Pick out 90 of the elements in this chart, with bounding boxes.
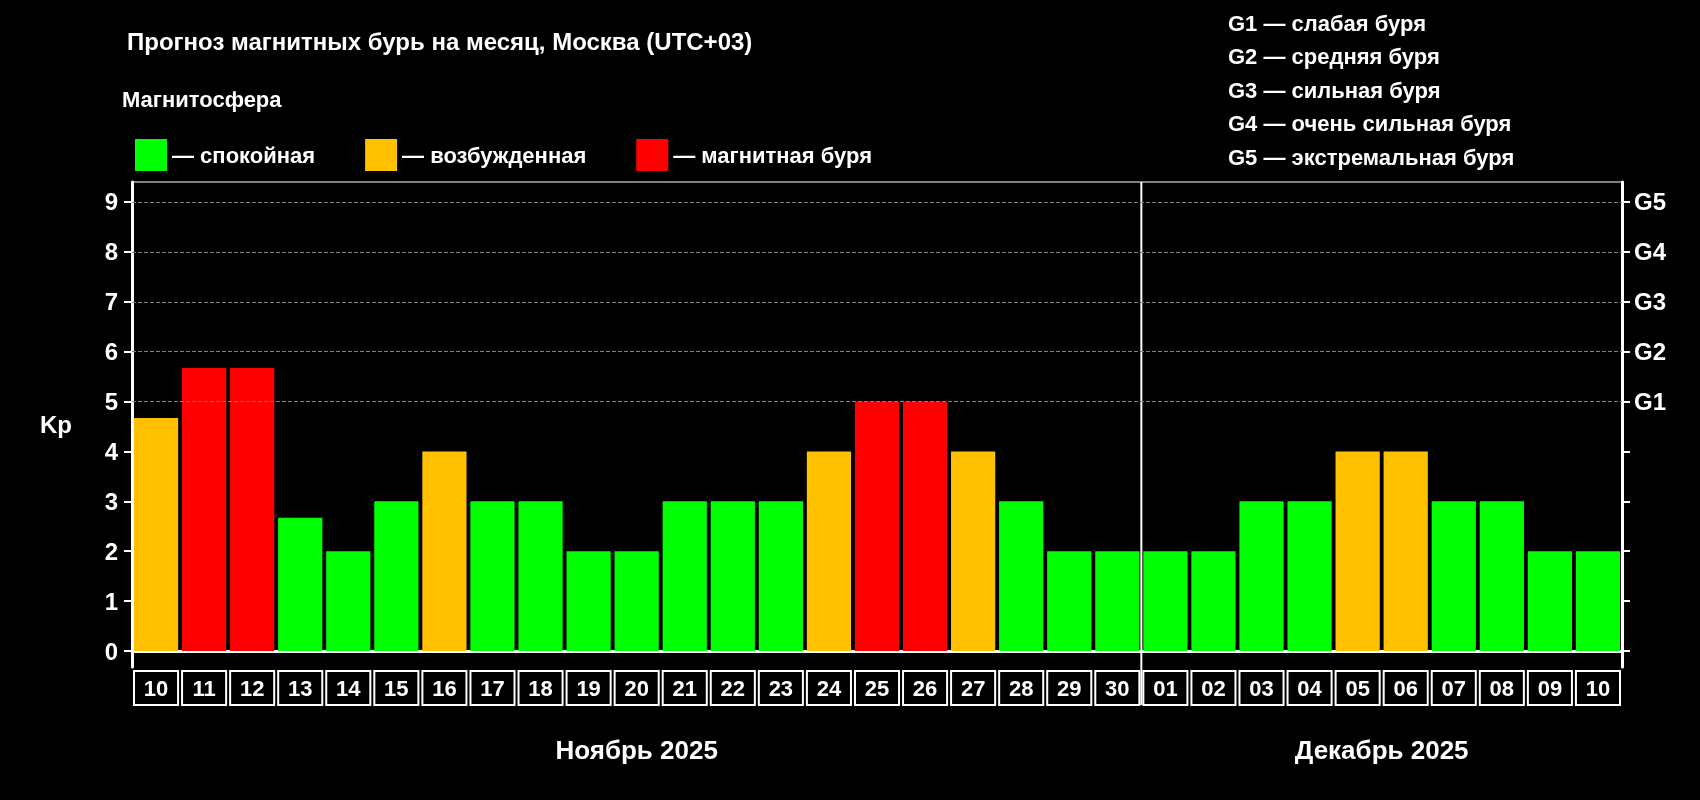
y-axis-title: Kp bbox=[40, 411, 72, 438]
bar bbox=[470, 501, 515, 652]
bar bbox=[1335, 451, 1380, 652]
bar bbox=[614, 551, 659, 652]
legend-label: — магнитная буря bbox=[673, 142, 873, 168]
legend-label: — спокойная bbox=[172, 142, 316, 168]
x-tick-label: 09 bbox=[1537, 675, 1563, 701]
ref-line-label: G5 bbox=[1634, 188, 1667, 216]
x-tick-label: 05 bbox=[1345, 675, 1370, 701]
x-tick-label: 28 bbox=[1008, 675, 1034, 701]
bar bbox=[1239, 501, 1284, 652]
y-tick-label: 6 bbox=[104, 338, 118, 366]
bar bbox=[133, 418, 179, 652]
y-tick-label: 8 bbox=[104, 238, 118, 266]
y-tick-label: 2 bbox=[104, 537, 118, 565]
x-tick-label: 06 bbox=[1393, 675, 1418, 701]
x-tick-label: 16 bbox=[432, 675, 457, 701]
bar bbox=[806, 451, 852, 652]
text: G1 — слабая буря bbox=[1228, 10, 1427, 36]
bar bbox=[566, 551, 611, 652]
x-tick-label: 03 bbox=[1249, 675, 1274, 701]
ref-line-label: G3 bbox=[1634, 288, 1667, 316]
bar bbox=[710, 501, 755, 652]
x-tick-label: 12 bbox=[239, 675, 265, 701]
ref-line-label: G4 bbox=[1634, 238, 1667, 266]
bar bbox=[1575, 551, 1621, 652]
chart-title: Прогноз магнитных бурь на месяц, Москва (UTC+03) bbox=[127, 27, 753, 55]
y-tick-label: 9 bbox=[104, 188, 118, 216]
x-tick-label: 10 bbox=[143, 675, 169, 701]
x-tick-label: 30 bbox=[1105, 675, 1130, 701]
x-tick-label: 25 bbox=[864, 675, 890, 701]
y-tick-label: 5 bbox=[104, 388, 118, 416]
y-tick-label: 4 bbox=[104, 437, 119, 465]
bar bbox=[1383, 451, 1428, 652]
x-tick-label: 23 bbox=[768, 675, 794, 701]
x-tick-label: 15 bbox=[384, 675, 409, 701]
bar bbox=[230, 368, 275, 652]
text: G3 — сильная буря bbox=[1228, 77, 1441, 103]
bar bbox=[326, 551, 371, 652]
bar bbox=[1479, 501, 1524, 652]
text: G5 — экстремальная буря bbox=[1228, 144, 1515, 170]
x-tick-label: 24 bbox=[816, 675, 842, 701]
bar bbox=[1527, 551, 1573, 652]
ref-line-label: G2 bbox=[1634, 338, 1667, 366]
bar bbox=[1047, 551, 1092, 652]
legend-title: Магнитосфера bbox=[122, 86, 283, 112]
x-tick-label: 19 bbox=[576, 675, 601, 701]
text: G2 — средняя буря bbox=[1228, 44, 1440, 69]
bar bbox=[181, 368, 227, 652]
x-tick-label: 22 bbox=[720, 675, 746, 701]
x-tick-label: 08 bbox=[1489, 675, 1515, 701]
x-tick-label: 29 bbox=[1057, 675, 1082, 701]
y-tick-label: 1 bbox=[104, 587, 118, 615]
x-tick-label: 27 bbox=[960, 675, 986, 701]
bar bbox=[1431, 501, 1476, 652]
x-tick-label: 17 bbox=[480, 675, 505, 701]
bar bbox=[1191, 551, 1236, 652]
x-tick-label: 11 bbox=[192, 675, 216, 701]
bar bbox=[374, 501, 419, 652]
y-tick-label: 3 bbox=[104, 487, 118, 515]
bar bbox=[1095, 551, 1140, 652]
ref-line-label: G1 bbox=[1634, 388, 1667, 416]
bar bbox=[1287, 501, 1332, 652]
x-tick-label: 13 bbox=[287, 675, 313, 701]
bar bbox=[902, 401, 948, 652]
x-tick-label: 26 bbox=[912, 675, 938, 701]
x-tick-label: 01 bbox=[1153, 675, 1178, 701]
text: Ноябрь 2025 bbox=[555, 735, 718, 765]
bar bbox=[854, 401, 900, 652]
bar bbox=[758, 501, 803, 652]
x-tick-label: 07 bbox=[1441, 675, 1467, 701]
bar bbox=[999, 501, 1044, 652]
legend-label: — возбужденная bbox=[402, 142, 587, 168]
bar bbox=[951, 451, 996, 652]
bar bbox=[662, 501, 707, 652]
x-tick-label: 10 bbox=[1585, 675, 1611, 701]
bar bbox=[422, 451, 467, 652]
text: G4 — очень сильная буря bbox=[1228, 111, 1512, 136]
x-tick-label: 14 bbox=[336, 675, 362, 701]
x-tick-label: 20 bbox=[624, 675, 649, 701]
text: Декабрь 2025 bbox=[1294, 735, 1469, 765]
x-tick-label: 21 bbox=[672, 675, 697, 701]
y-tick-label: 0 bbox=[104, 637, 118, 665]
x-tick-label: 02 bbox=[1201, 675, 1226, 701]
bar bbox=[1143, 551, 1188, 652]
bar bbox=[278, 517, 323, 652]
x-tick-label: 18 bbox=[528, 675, 553, 701]
y-tick-label: 7 bbox=[104, 288, 118, 316]
bar bbox=[518, 501, 563, 652]
x-tick-label: 04 bbox=[1297, 675, 1323, 701]
